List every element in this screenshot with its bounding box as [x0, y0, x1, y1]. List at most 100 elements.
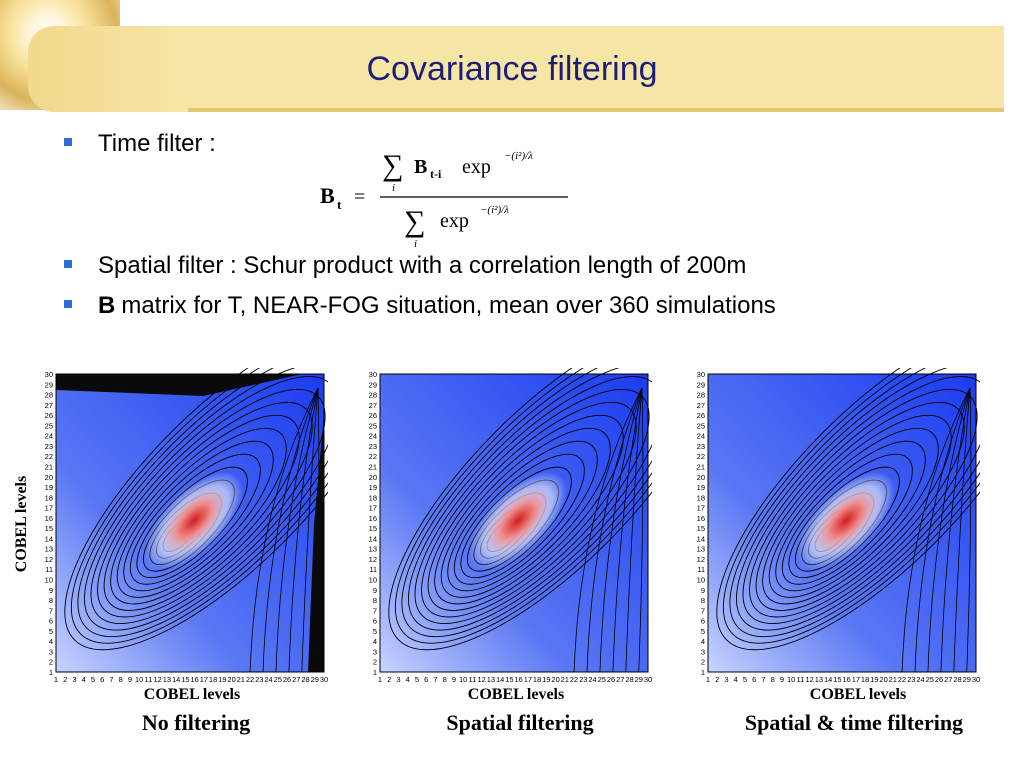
y-tick-label: 28 [369, 391, 377, 400]
x-tick-label: 13 [487, 675, 495, 684]
x-tick-label: 8 [771, 675, 775, 684]
y-tick-label: 13 [697, 545, 705, 554]
correlation-peak [145, 471, 243, 570]
denominator-exponent: −(i²)/λ [480, 204, 509, 216]
x-tick-label: 20 [227, 675, 235, 684]
y-tick-label: 18 [697, 493, 705, 502]
y-tick-label: 7 [49, 606, 53, 615]
y-tick-label: 1 [49, 668, 53, 677]
y-tick-label: 19 [369, 483, 377, 492]
x-tick-label: 14 [172, 675, 180, 684]
bullet-time-filter: Time filter : [64, 130, 216, 158]
x-tick-label: 17 [852, 675, 860, 684]
y-tick-label: 10 [697, 576, 705, 585]
x-tick-label: 28 [625, 675, 633, 684]
y-tick-label: 12 [697, 555, 705, 564]
contour-line [434, 414, 624, 605]
x-tick-label: 17 [200, 675, 208, 684]
x-tick-label: 2 [715, 675, 719, 684]
contour-line [116, 427, 287, 598]
contour-line [781, 453, 913, 585]
x-tick-label: 29 [311, 675, 319, 684]
x-tick-label: 13 [163, 675, 171, 684]
formula-lhs-subscript: t [337, 197, 342, 212]
contour-line [249, 387, 319, 673]
y-tick-label: 15 [45, 524, 53, 533]
bullet-spatial-filter: Spatial filter : Schur product with a co… [64, 252, 746, 280]
contour-line [716, 368, 980, 651]
numerator-exp: exp [462, 156, 491, 178]
y-tick-label: 20 [45, 473, 53, 482]
x-tick-label: 19 [542, 675, 550, 684]
contour-line [573, 387, 643, 673]
x-tick-label: 5 [91, 675, 95, 684]
y-tick-label: 16 [369, 514, 377, 523]
x-axis-label: COBEL levels [143, 686, 241, 703]
contour-line [966, 387, 972, 673]
y-tick-label: 9 [373, 586, 377, 595]
y-tick-label: 16 [697, 514, 705, 523]
x-tick-label: 19 [218, 675, 226, 684]
y-tick-label: 6 [49, 617, 53, 626]
x-tick-label: 4 [734, 675, 738, 684]
x-tick-label: 9 [452, 675, 456, 684]
x-tick-label: 16 [190, 675, 198, 684]
y-tick-label: 10 [369, 576, 377, 585]
y-tick-label: 30 [369, 370, 377, 379]
contour-line [262, 387, 319, 673]
y-tick-label: 23 [369, 442, 377, 451]
y-tick-label: 12 [45, 555, 53, 564]
numerator-exponent: −(i²)/λ [504, 150, 533, 162]
y-tick-label: 30 [45, 370, 53, 379]
numerator-b: B [414, 156, 427, 178]
y-tick-label: 12 [369, 555, 377, 564]
y-tick-label: 17 [697, 504, 705, 513]
x-tick-label: 30 [320, 675, 328, 684]
y-tick-label: 23 [697, 442, 705, 451]
y-tick-label: 6 [373, 617, 377, 626]
x-tick-label: 11 [145, 675, 153, 684]
y-tick-label: 5 [701, 627, 705, 636]
y-tick-label: 7 [373, 606, 377, 615]
y-tick-label: 24 [45, 432, 53, 441]
contour-line [775, 440, 926, 592]
contour-line [914, 387, 971, 673]
contour-line [586, 387, 643, 673]
bullet-text: Spatial filter : Schur product with a co… [98, 252, 747, 279]
bullet-text: matrix for T, NEAR-FOG situation, mean o… [121, 292, 776, 319]
x-tick-label: 16 [842, 675, 850, 684]
y-tick-label: 17 [369, 504, 377, 513]
bullet-square-icon [64, 300, 72, 308]
x-axis-label: COBEL levels [467, 686, 565, 703]
y-tick-label: 2 [373, 658, 377, 667]
contour-line [927, 387, 971, 673]
x-tick-label: 30 [644, 675, 652, 684]
x-tick-label: 23 [255, 675, 263, 684]
y-tick-label: 8 [49, 596, 53, 605]
x-axis-label: COBEL levels [809, 686, 907, 703]
y-tick-label: 2 [701, 658, 705, 667]
x-tick-label: 10 [787, 675, 795, 684]
x-tick-label: 28 [953, 675, 961, 684]
x-tick-label: 24 [916, 675, 924, 684]
bullet-square-icon [64, 138, 72, 146]
x-tick-label: 2 [387, 675, 391, 684]
x-tick-label: 29 [635, 675, 643, 684]
x-tick-label: 1 [378, 675, 382, 684]
y-tick-label: 27 [697, 401, 705, 410]
y-tick-label: 10 [45, 576, 53, 585]
page-title: Covariance filtering [366, 50, 658, 88]
y-tick-label: 21 [369, 462, 377, 471]
contour-line [638, 387, 644, 673]
title-band [28, 26, 1004, 112]
contour-line [755, 401, 965, 611]
chart-caption: No filtering [141, 710, 251, 735]
contour-line [388, 368, 652, 651]
y-tick-label: 27 [369, 401, 377, 410]
x-tick-label: 12 [805, 675, 813, 684]
y-tick-label: 13 [369, 545, 377, 554]
x-tick-label: 18 [209, 675, 217, 684]
plot-frame [55, 373, 325, 673]
y-tick-label: 15 [697, 524, 705, 533]
x-tick-label: 1 [54, 675, 58, 684]
